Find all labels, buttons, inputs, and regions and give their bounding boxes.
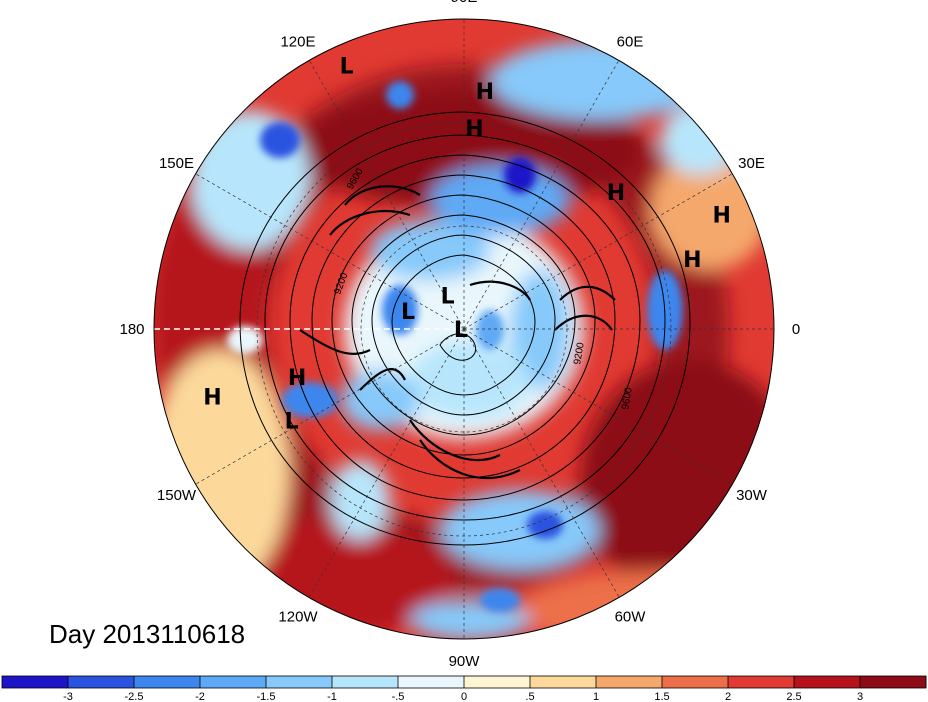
high-pressure-marker: H (712, 203, 730, 228)
longitude-label: 0 (792, 321, 800, 338)
low-pressure-marker: L (340, 55, 354, 80)
high-pressure-marker: H (465, 117, 483, 142)
jet-contours (299, 185, 616, 480)
colorbar-swatch (464, 676, 531, 688)
high-pressure-marker: H (288, 366, 306, 391)
colorbar-tick-label: .5 (525, 691, 534, 702)
longitude-label: 90E (451, 0, 478, 6)
anomaly-field (154, 19, 774, 639)
longitude-label: 30E (738, 155, 765, 172)
colorbar-tick-label: -2.5 (125, 691, 144, 702)
longitude-label: 180 (119, 321, 144, 338)
colorbar-swatch (68, 676, 135, 688)
longitude-label: 30W (736, 487, 768, 504)
longitude-label: 120W (278, 609, 318, 626)
colorbar-swatch (728, 676, 795, 688)
high-pressure-marker: H (607, 181, 625, 206)
colorbar-tick-label: -2 (195, 691, 205, 702)
high-pressure-marker: H (683, 248, 701, 273)
low-pressure-marker: L (441, 285, 455, 310)
colorbar-tick-label: -1.5 (257, 691, 276, 702)
colorbar-tick-label: -1 (327, 691, 337, 702)
high-pressure-marker: H (476, 80, 494, 105)
figure-title: Day 2013110618 (49, 619, 246, 649)
colorbar-swatch (860, 676, 927, 688)
colorbar-swatch (794, 676, 861, 688)
longitude-label: 150W (157, 487, 197, 504)
longitude-label: 150E (159, 155, 194, 172)
low-pressure-marker: L (454, 318, 468, 343)
map-boundary (153, 18, 775, 640)
colorbar-swatch (266, 676, 333, 688)
colorbar-tick-label: 1.5 (654, 691, 669, 702)
colorbar-swatch (332, 676, 399, 688)
colorbar-swatch (134, 676, 201, 688)
longitude-labels: 90E 60E 30E 0 30W 60W 90W 120W 150W 180 150E 120E (119, 0, 800, 670)
colorbar: -3 -2.5 -2 -1.5 -1 -.5 0 .5 1 1.5 2 2.5 3 (1, 675, 927, 702)
colorbar-tick-label: 1 (593, 691, 599, 702)
colorbar-tick-label: 3 (857, 691, 863, 702)
low-pressure-marker: L (285, 410, 299, 435)
colorbar-swatch (596, 676, 663, 688)
colorbar-tick-label: 0 (461, 691, 467, 702)
colorbar-swatch (530, 676, 597, 688)
colorbar-tick-label: -3 (63, 691, 73, 702)
colorbar-swatch (200, 676, 267, 688)
high-pressure-marker: H (203, 385, 221, 410)
longitude-label: 120E (280, 34, 315, 51)
colorbar-tick-label: 2.5 (786, 691, 801, 702)
contour-value-label: 9600 (620, 386, 635, 410)
low-pressure-marker: L (401, 300, 415, 325)
colorbar-swatch (2, 676, 69, 688)
colorbar-swatch (398, 676, 465, 688)
longitude-label: 90W (449, 653, 481, 670)
longitude-label: 60E (617, 34, 644, 51)
longitude-label: 60W (615, 609, 647, 626)
colorbar-tick-label: 2 (725, 691, 731, 702)
contour-value-label: 9200 (572, 341, 587, 365)
colorbar-tick-label: -.5 (392, 691, 405, 702)
colorbar-swatch (662, 676, 729, 688)
